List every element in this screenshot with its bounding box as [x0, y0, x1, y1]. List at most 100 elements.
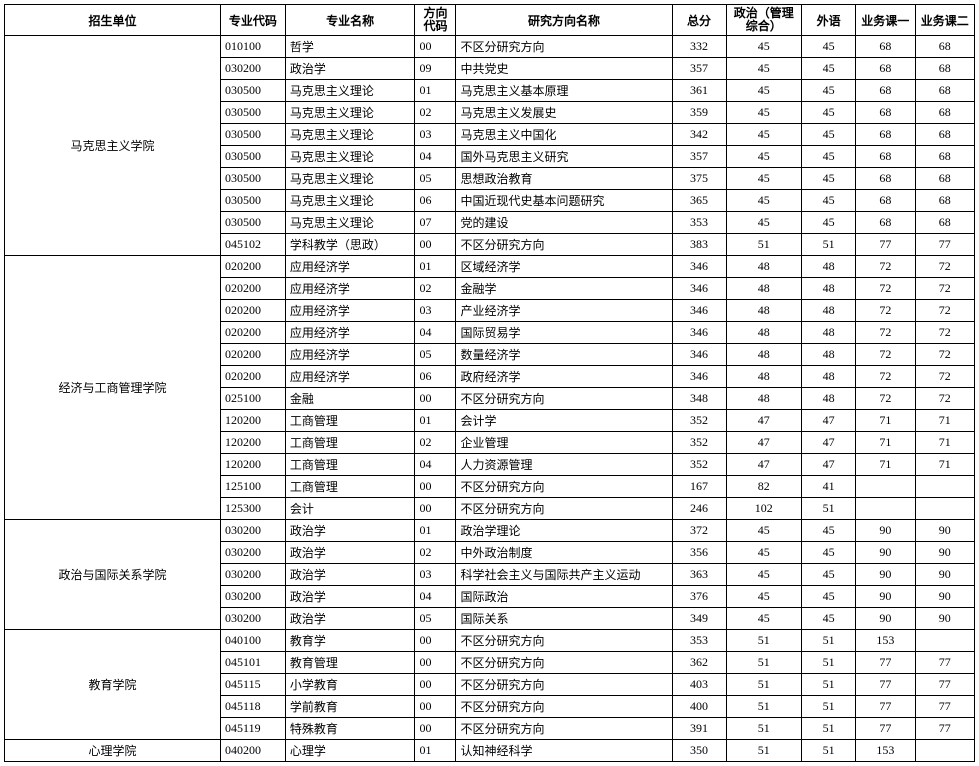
name-cell: 政治学 [285, 520, 415, 542]
dircode-cell: 00 [415, 674, 456, 696]
name-cell: 应用经济学 [285, 256, 415, 278]
foreign-cell: 45 [802, 564, 856, 586]
total-cell: 363 [672, 564, 726, 586]
dircode-cell: 02 [415, 432, 456, 454]
total-cell: 346 [672, 300, 726, 322]
dircode-cell: 00 [415, 696, 456, 718]
dirname-cell: 党的建设 [456, 212, 672, 234]
politics-cell: 48 [726, 366, 802, 388]
name-cell: 金融 [285, 388, 415, 410]
col-total: 总分 [672, 5, 726, 36]
dirname-cell: 中国近现代史基本问题研究 [456, 190, 672, 212]
name-cell: 政治学 [285, 58, 415, 80]
biz1-cell: 68 [856, 58, 915, 80]
biz1-cell: 153 [856, 740, 915, 762]
table-header: 招生单位 专业代码 专业名称 方向 代码 研究方向名称 总分 政治（管理综合） … [5, 5, 975, 36]
col-name: 专业名称 [285, 5, 415, 36]
name-cell: 学前教育 [285, 696, 415, 718]
total-cell: 346 [672, 278, 726, 300]
foreign-cell: 45 [802, 168, 856, 190]
dircode-cell: 01 [415, 740, 456, 762]
dirname-cell: 马克思主义基本原理 [456, 80, 672, 102]
dirname-cell: 不区分研究方向 [456, 718, 672, 740]
biz1-cell: 153 [856, 630, 915, 652]
biz1-cell [856, 476, 915, 498]
foreign-cell: 45 [802, 608, 856, 630]
name-cell: 马克思主义理论 [285, 146, 415, 168]
dircode-cell: 02 [415, 542, 456, 564]
dirname-cell: 不区分研究方向 [456, 234, 672, 256]
total-cell: 356 [672, 542, 726, 564]
code-cell: 020200 [221, 344, 286, 366]
politics-cell: 102 [726, 498, 802, 520]
foreign-cell: 47 [802, 454, 856, 476]
name-cell: 哲学 [285, 36, 415, 58]
table-row: 马克思主义学院010100哲学00不区分研究方向33245456868 [5, 36, 975, 58]
biz1-cell: 77 [856, 234, 915, 256]
dircode-cell: 09 [415, 58, 456, 80]
politics-cell: 45 [726, 58, 802, 80]
code-cell: 045115 [221, 674, 286, 696]
dircode-cell: 03 [415, 300, 456, 322]
name-cell: 工商管理 [285, 454, 415, 476]
name-cell: 应用经济学 [285, 322, 415, 344]
biz1-cell: 71 [856, 454, 915, 476]
name-cell: 马克思主义理论 [285, 212, 415, 234]
name-cell: 工商管理 [285, 410, 415, 432]
dircode-cell: 06 [415, 366, 456, 388]
dirname-cell: 不区分研究方向 [456, 630, 672, 652]
dirname-cell: 数量经济学 [456, 344, 672, 366]
total-cell: 359 [672, 102, 726, 124]
dirname-cell: 金融学 [456, 278, 672, 300]
foreign-cell: 51 [802, 696, 856, 718]
dirname-cell: 不区分研究方向 [456, 652, 672, 674]
biz1-cell: 77 [856, 718, 915, 740]
dircode-cell: 04 [415, 322, 456, 344]
foreign-cell: 48 [802, 256, 856, 278]
biz2-cell: 77 [915, 234, 974, 256]
politics-cell: 48 [726, 388, 802, 410]
biz1-cell: 68 [856, 146, 915, 168]
total-cell: 346 [672, 322, 726, 344]
code-cell: 125100 [221, 476, 286, 498]
biz2-cell: 68 [915, 80, 974, 102]
biz1-cell: 68 [856, 212, 915, 234]
biz2-cell: 90 [915, 608, 974, 630]
politics-cell: 45 [726, 124, 802, 146]
dirname-cell: 马克思主义发展史 [456, 102, 672, 124]
dirname-cell: 不区分研究方向 [456, 674, 672, 696]
code-cell: 030500 [221, 146, 286, 168]
code-cell: 045102 [221, 234, 286, 256]
code-cell: 020200 [221, 300, 286, 322]
biz1-cell: 72 [856, 388, 915, 410]
total-cell: 346 [672, 256, 726, 278]
biz1-cell: 72 [856, 366, 915, 388]
dirname-cell: 人力资源管理 [456, 454, 672, 476]
dircode-cell: 03 [415, 124, 456, 146]
dirname-cell: 国外马克思主义研究 [456, 146, 672, 168]
dirname-cell: 政治学理论 [456, 520, 672, 542]
code-cell: 045101 [221, 652, 286, 674]
dirname-cell: 国际关系 [456, 608, 672, 630]
table-body: 马克思主义学院010100哲学00不区分研究方向3324545686803020… [5, 36, 975, 762]
biz2-cell: 68 [915, 190, 974, 212]
politics-cell: 45 [726, 608, 802, 630]
total-cell: 362 [672, 652, 726, 674]
dircode-cell: 05 [415, 168, 456, 190]
table-row: 政治与国际关系学院030200政治学01政治学理论37245459090 [5, 520, 975, 542]
foreign-cell: 41 [802, 476, 856, 498]
col-politics: 政治（管理综合） [726, 5, 802, 36]
name-cell: 政治学 [285, 586, 415, 608]
foreign-cell: 48 [802, 344, 856, 366]
biz2-cell: 72 [915, 322, 974, 344]
biz2-cell [915, 740, 974, 762]
dirname-cell: 思想政治教育 [456, 168, 672, 190]
biz2-cell: 77 [915, 718, 974, 740]
total-cell: 375 [672, 168, 726, 190]
dircode-cell: 00 [415, 718, 456, 740]
politics-cell: 47 [726, 454, 802, 476]
biz2-cell: 72 [915, 256, 974, 278]
code-cell: 030500 [221, 124, 286, 146]
dircode-cell: 01 [415, 520, 456, 542]
code-cell: 040200 [221, 740, 286, 762]
